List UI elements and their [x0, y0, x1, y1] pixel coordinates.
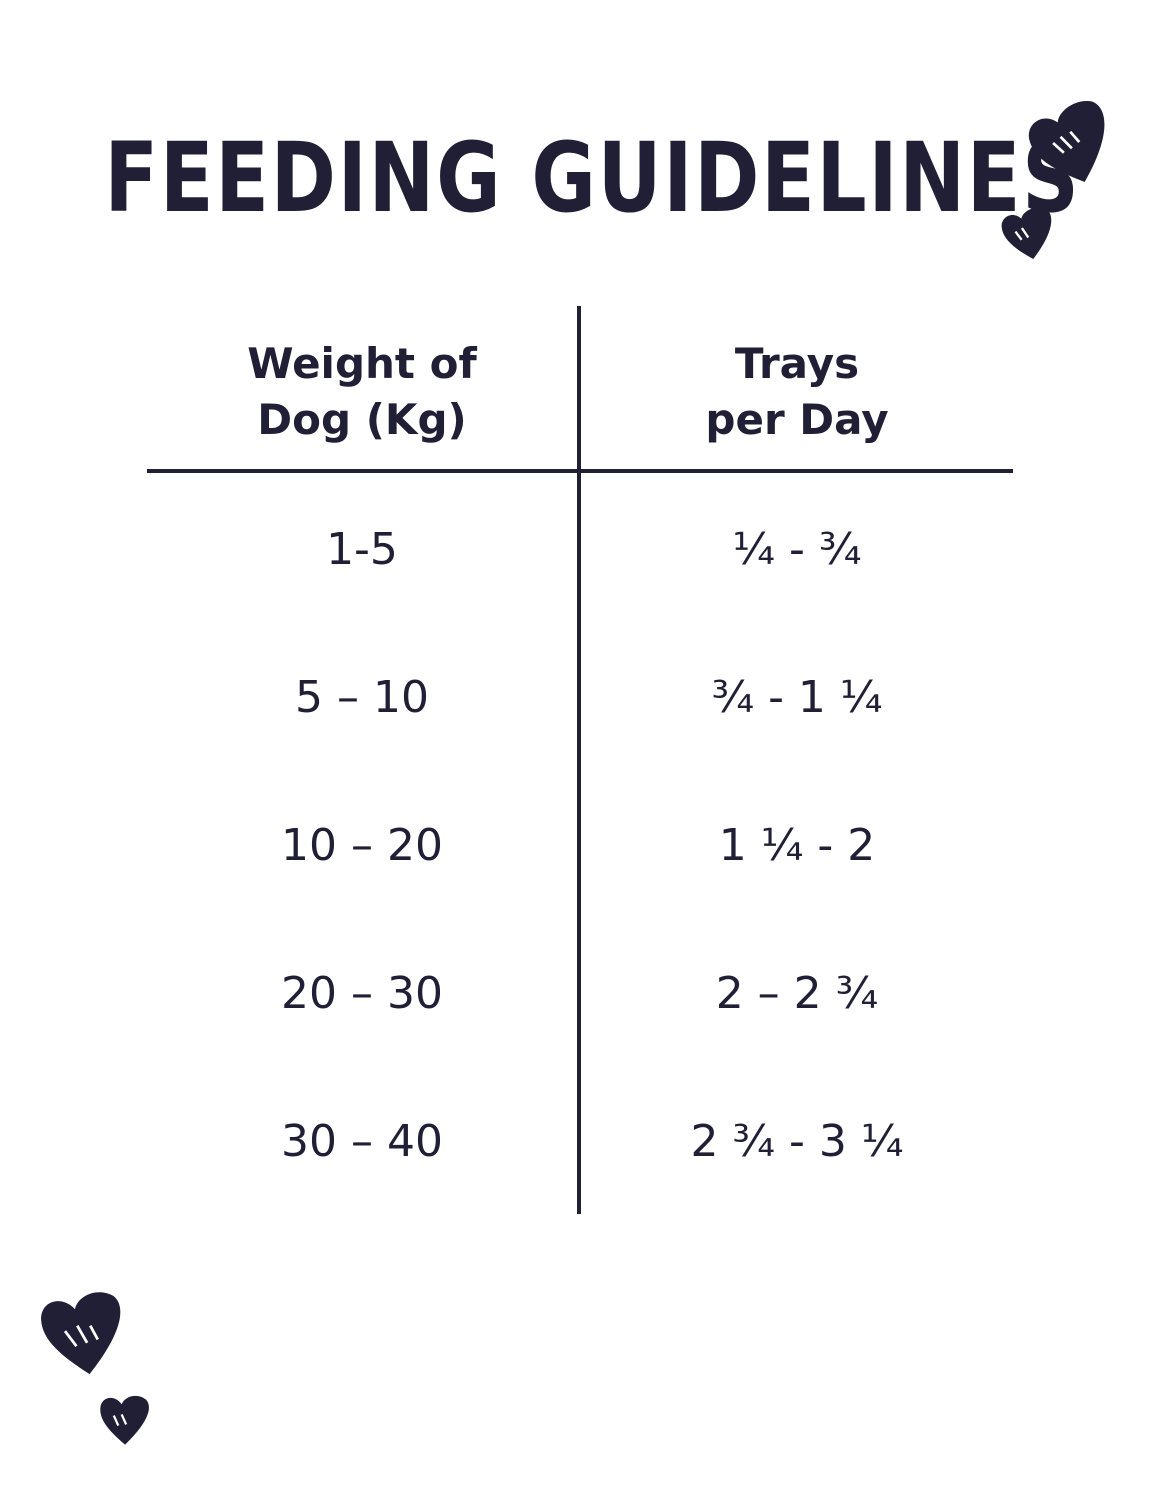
- heart-icon: [1028, 100, 1118, 192]
- table-row: 30 – 40 2 ¾ - 3 ¼: [0, 1102, 1159, 1182]
- weight-cell: 5 – 10: [295, 672, 429, 723]
- trays-cell: ¾ - 1 ¼: [711, 672, 883, 723]
- trays-cell: ¼ - ¾: [732, 524, 862, 575]
- weight-cell: 1-5: [326, 524, 398, 575]
- header-text: Dog (Kg): [257, 395, 467, 444]
- trays-cell: 2 ¾ - 3 ¼: [690, 1116, 904, 1167]
- weight-cell: 30 – 40: [281, 1116, 443, 1167]
- header-divider: [147, 469, 1013, 473]
- table-row: 5 – 10 ¾ - 1 ¼: [0, 658, 1159, 738]
- trays-column-header: Trays per Day: [581, 336, 1013, 448]
- table-row: 10 – 20 1 ¼ - 2: [0, 806, 1159, 886]
- heart-icon: [1000, 206, 1058, 264]
- table-row: 1-5 ¼ - ¾: [0, 510, 1159, 590]
- table-row: 20 – 30 2 – 2 ¾: [0, 954, 1159, 1034]
- header-text: Weight of: [247, 339, 477, 388]
- trays-cell: 2 – 2 ¾: [715, 968, 879, 1019]
- column-divider: [577, 306, 581, 1214]
- page-title: FEEDING GUIDELINES: [104, 122, 1081, 234]
- trays-cell: 1 ¼ - 2: [718, 820, 876, 871]
- heart-icon: [38, 1286, 130, 1382]
- header-text: Trays: [734, 339, 860, 388]
- header-text: per Day: [705, 395, 889, 444]
- heart-icon: [96, 1392, 154, 1448]
- weight-cell: 10 – 20: [281, 820, 443, 871]
- weight-column-header: Weight of Dog (Kg): [147, 336, 577, 448]
- weight-cell: 20 – 30: [281, 968, 443, 1019]
